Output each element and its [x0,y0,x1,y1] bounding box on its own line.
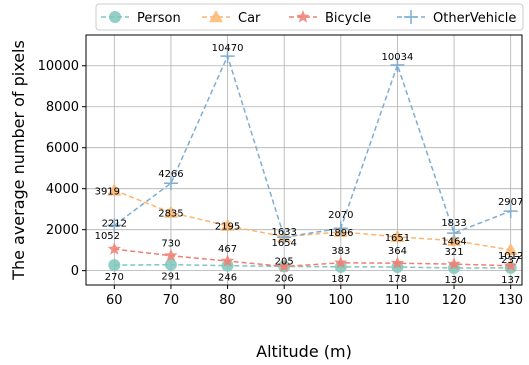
x-tick-label: 120 [442,293,467,308]
car-data-label: 1651 [385,233,410,244]
car-point [107,183,122,196]
person-data-label: 291 [161,272,180,283]
legend-item-bicycle: Bicycle [289,10,371,26]
x-tick-label: 100 [328,293,353,308]
person-line [114,263,511,269]
bicycle-point [164,248,178,262]
car-data-label: 3919 [95,186,120,197]
plot-area-frame [85,34,523,286]
person-point [108,259,121,272]
series-bicycle [107,242,518,273]
person-data-label: 206 [275,273,294,284]
x-tick-label: 130 [498,293,523,308]
bicycle-line [114,248,511,268]
bicycle-point [390,256,405,269]
bicycle-point [107,242,121,255]
x-tick-label: 70 [163,293,180,308]
bicycle-legend-label: Bicycle [325,11,371,26]
person-legend-marker [109,11,121,23]
legend-item-car: Car [202,10,261,26]
person-data-label: 270 [105,272,124,283]
othervehicle-point [447,226,462,241]
y-tick-label: 2000 [46,223,79,238]
data-labels: 270 291 246 206 187 178 130 137 3919 2835 2195 1654… [95,43,524,286]
car-data-label: 2195 [215,222,240,233]
bicycle-data-label: 1052 [95,231,120,242]
person-data-label: 187 [331,274,350,285]
othervehicle-point [333,221,348,236]
x-tick-label: 110 [385,293,410,308]
bicycle-legend-marker [296,10,310,23]
axis-ticks: 0 2000 4000 6000 8000 10000 60 70 80 90 100 110 120 1… [38,59,523,308]
person-data-label: 137 [501,275,520,286]
y-tick-label: 8000 [46,100,79,115]
y-tick-label: 6000 [46,141,79,156]
person-point [391,261,404,274]
person-legend-label: Person [137,11,181,26]
x-tick-label: 90 [276,293,293,308]
othervehicle-data-label: 4266 [158,169,183,180]
othervehicle-point [163,176,178,191]
car-legend-marker [209,10,223,23]
person-data-label: 246 [218,273,237,284]
bicycle-data-label: 364 [388,246,407,257]
car-data-label: 1464 [441,237,466,248]
othervehicle-data-label: 10034 [382,52,414,63]
y-tick-label: 10000 [38,59,79,74]
person-point [164,258,177,271]
car-point [220,218,235,231]
bicycle-point [334,255,348,269]
car-point [503,242,518,256]
bicycle-data-label: 205 [275,256,294,267]
y-tick-label: 0 [71,264,79,279]
series-othervehicle [107,49,518,245]
legend: Person Car Bicycle OtherVehicle [95,3,524,31]
bicycle-point [220,254,235,267]
othervehicle-point [107,218,122,233]
othervehicle-data-label: 1633 [271,227,296,238]
bicycle-data-label: 467 [218,244,237,255]
car-data-label: 1654 [271,238,296,249]
car-data-label: 1896 [328,228,353,239]
othervehicle-data-label: 2907 [498,197,523,208]
car-data-label: 2835 [158,209,183,220]
car-point [390,229,405,243]
othervehicle-point [503,204,518,219]
bicycle-data-label: 237 [501,255,520,266]
data-series [107,49,518,274]
legend-item-othervehicle: OtherVehicle [397,10,516,26]
othervehicle-line [113,53,511,239]
bicycle-point [277,259,291,273]
othervehicle-data-label: 2070 [328,210,353,221]
car-point [163,205,178,218]
othervehicle-legend-marker [404,10,418,24]
othervehicle-point [390,58,405,73]
person-point [448,261,461,274]
car-data-label: 1012 [498,251,523,262]
bicycle-data-label: 730 [161,239,180,250]
bicycle-point [447,257,461,270]
x-tick-label: 80 [219,293,236,308]
car-legend-label: Car [238,11,261,26]
person-data-label: 178 [388,274,407,285]
othervehicle-point [220,49,235,64]
othervehicle-point [277,230,292,245]
person-point [334,260,347,273]
y-tick-label: 4000 [46,182,79,197]
bicycle-data-label: 383 [331,246,350,257]
othervehicle-data-label: 2212 [102,218,127,229]
bicycle-data-label: 321 [445,247,464,258]
othervehicle-legend-label: OtherVehicle [433,11,516,26]
legend-item-person: Person [101,11,181,26]
x-tick-label: 60 [106,293,123,308]
person-data-label: 130 [445,275,464,286]
x-axis-title: Altitude (m) [256,342,352,361]
y-axis-title: The average number of pixels [9,40,28,281]
othervehicle-data-label: 10470 [212,43,244,54]
car-line [114,189,511,251]
bicycle-point [504,258,518,272]
othervehicle-data-label: 1833 [441,218,466,229]
